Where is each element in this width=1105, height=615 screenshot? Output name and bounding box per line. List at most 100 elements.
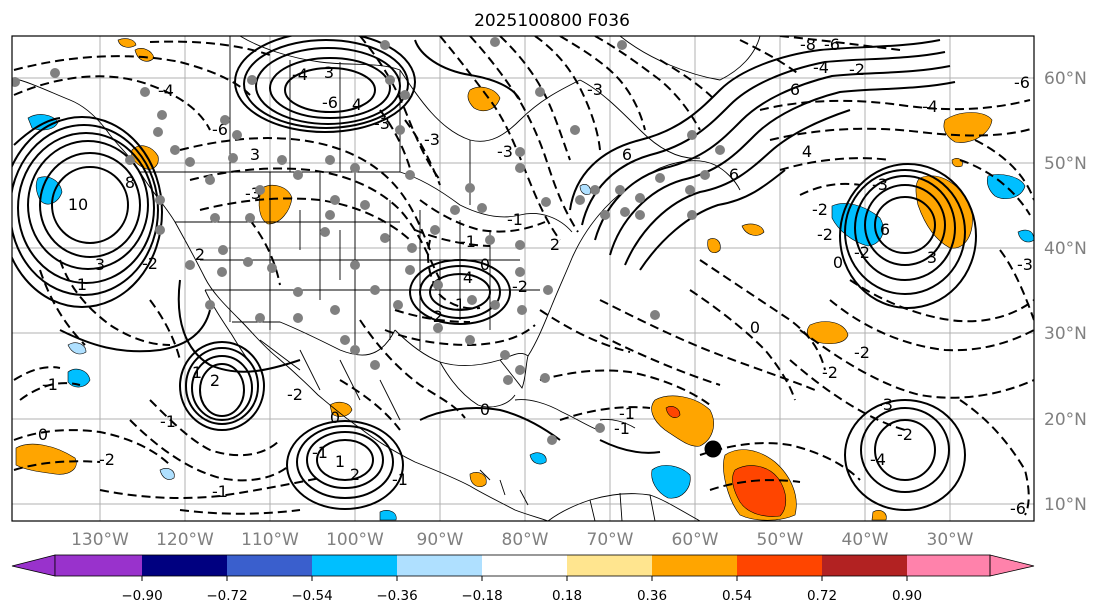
shade-red-atlantic-south — [732, 465, 787, 517]
station-marker — [205, 300, 215, 310]
station-marker — [400, 90, 410, 100]
station-marker — [407, 243, 417, 253]
colorbar-tick-label: 0.90 — [892, 588, 922, 604]
contour-label: 10 — [68, 195, 88, 214]
contour-label: 4 — [463, 268, 473, 287]
lat-label: 20°N — [1044, 410, 1087, 430]
map-border — [11, 35, 1035, 522]
station-marker — [245, 213, 255, 223]
station-marker — [320, 227, 330, 237]
station-marker — [405, 265, 415, 275]
contour-label: 1 — [77, 275, 87, 294]
lat-label: 30°N — [1044, 324, 1087, 344]
station-marker — [620, 207, 630, 217]
contour-label: 8 — [125, 173, 135, 192]
coast-alaska — [12, 77, 141, 173]
colorbar-segment — [822, 555, 907, 576]
station-marker — [433, 323, 443, 333]
station-marker — [615, 185, 625, 195]
colorbar-segment — [142, 555, 227, 576]
station-marker — [325, 210, 335, 220]
station-marker — [543, 285, 553, 295]
contour-label: 3 — [927, 248, 937, 267]
colorbar-tick-label: −0.54 — [291, 588, 332, 604]
colorbar-segment — [907, 555, 990, 576]
station-marker — [540, 373, 550, 383]
contour-label: 0 — [750, 318, 760, 337]
station-marker — [700, 170, 710, 180]
shade-red-caribbean — [665, 406, 681, 418]
lat-label: 40°N — [1044, 239, 1087, 259]
contour-label: 1 — [192, 363, 202, 382]
station-marker — [340, 335, 350, 345]
contour-label: -2 — [822, 363, 838, 382]
station-marker — [515, 240, 525, 250]
station-marker — [293, 313, 303, 323]
contour-label: 6 — [790, 80, 800, 99]
coast-hispaniola — [599, 419, 636, 429]
shade-orange-sm4 — [741, 223, 765, 236]
shade-orange-sm1 — [329, 401, 353, 417]
colorbar-over-triangle — [989, 554, 1035, 577]
coast-greenland — [619, 36, 761, 81]
contour-label: -3 — [1017, 255, 1033, 274]
lon-label: 40°W — [842, 530, 889, 550]
station-marker — [185, 157, 195, 167]
station-marker — [430, 225, 440, 235]
station-marker — [635, 210, 645, 220]
station-marker — [535, 87, 545, 97]
station-markers — [12, 37, 725, 445]
central-am-borders — [479, 469, 529, 506]
station-marker — [50, 68, 60, 78]
station-marker — [465, 335, 475, 345]
station-marker — [157, 110, 167, 120]
lon-label: 70°W — [587, 530, 634, 550]
contour-label: -3 — [497, 142, 513, 161]
coast-west-na — [139, 171, 471, 487]
station-marker — [635, 193, 645, 203]
contour-label: 3 — [95, 255, 105, 274]
station-marker — [477, 203, 487, 213]
station-marker — [155, 195, 165, 205]
contour-label: 3 — [250, 145, 260, 164]
contour-label: 4 — [352, 95, 362, 114]
contour-label: -6 — [1010, 499, 1026, 518]
colorbar-segment — [482, 555, 567, 576]
coast-hudson — [399, 69, 581, 142]
station-marker — [575, 195, 585, 205]
station-marker — [500, 350, 510, 360]
contour-label: -2 — [849, 60, 865, 79]
station-marker — [590, 185, 600, 195]
lon-label: 100°W — [326, 530, 384, 550]
contour-label: -6 — [322, 93, 338, 112]
station-marker — [547, 435, 557, 445]
station-marker — [370, 360, 380, 370]
contour-label: -3 — [872, 175, 888, 194]
contour-label: 2 — [210, 371, 220, 390]
station-marker — [243, 257, 253, 267]
station-marker — [380, 233, 390, 243]
shade-lightblue-sm1 — [67, 342, 87, 355]
station-marker — [220, 115, 230, 125]
contour-label: -2 — [427, 307, 443, 326]
station-marker — [217, 267, 227, 277]
colorbar: −0.90 −0.72 −0.54 −0.36 −0.18 0.18 0.36 … — [11, 554, 1035, 604]
contour-label: 0 — [330, 408, 340, 427]
coast-labrador — [579, 79, 701, 159]
lat-label: 10°N — [1044, 495, 1087, 515]
contour-label: -2 — [817, 225, 833, 244]
shade-lightblue-sm3 — [579, 184, 591, 195]
mexico-states — [259, 339, 401, 421]
map-panel: -4 3 4 -3 -1 -8 -6 -4 -2 -2 4 3 6 -6 10 … — [12, 35, 1034, 521]
contour-label: -4 — [813, 58, 829, 77]
contour-label: -8 — [800, 35, 816, 54]
contour-label: -1 — [460, 232, 476, 251]
contour-label: -3 — [587, 80, 603, 99]
contour-label: -2 — [812, 200, 828, 219]
coast-cuba — [514, 399, 599, 431]
station-marker — [370, 285, 380, 295]
coast-east-na — [527, 160, 741, 357]
shade-orange-sm8 — [951, 158, 963, 168]
contour-label: -1 — [619, 404, 635, 423]
